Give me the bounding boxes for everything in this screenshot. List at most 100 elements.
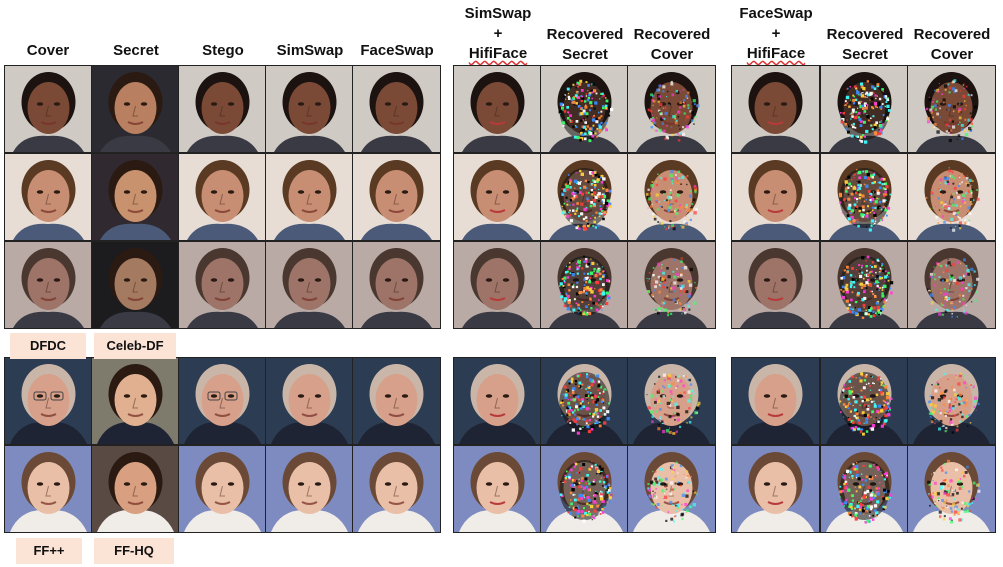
header-recovered-secret-2: Recovered Secret <box>821 25 909 65</box>
image-simswap-row-4 <box>265 357 354 445</box>
face-image <box>732 66 819 152</box>
face-image <box>628 154 715 240</box>
header-line: + <box>493 25 503 42</box>
image-secret-row-1 <box>91 65 180 153</box>
header-simswap-hififace: SimSwap + HifiFace <box>454 4 542 64</box>
face-image <box>92 242 179 328</box>
face-image <box>908 242 995 328</box>
dataset-tag-ffpp: FF++ <box>16 538 82 564</box>
image-recovered-secret-1-row-3 <box>540 241 629 329</box>
face-image <box>353 66 440 152</box>
header-line: HifiFace <box>468 45 528 62</box>
header-line: Secret <box>562 46 608 63</box>
face-image <box>821 66 908 152</box>
face-image <box>92 446 179 532</box>
face-image <box>92 154 179 240</box>
header-line: FaceSwap <box>739 5 813 22</box>
header-line: Cover <box>650 46 694 63</box>
image-recovered-secret-2-row-3 <box>820 241 909 329</box>
image-recovered-cover-2-row-3 <box>907 241 996 329</box>
image-simswap-hififace-row-2 <box>453 153 542 241</box>
face-image <box>908 154 995 240</box>
image-faceswap-hififace-row-1 <box>731 65 820 153</box>
image-secret-row-2 <box>91 153 180 241</box>
face-image <box>266 66 353 152</box>
face-image <box>821 242 908 328</box>
face-image <box>353 154 440 240</box>
header-faceswap-hififace: FaceSwap + HifiFace <box>732 4 820 64</box>
image-recovered-cover-1-row-5 <box>627 445 716 533</box>
image-stego-row-4 <box>178 357 267 445</box>
face-image <box>541 358 628 444</box>
face-image <box>541 242 628 328</box>
face-image <box>732 154 819 240</box>
image-stego-row-5 <box>178 445 267 533</box>
face-image <box>821 446 908 532</box>
dataset-tag-celeb-df: Celeb-DF <box>94 333 176 359</box>
header-recovered-cover-1: Recovered Cover <box>628 25 716 65</box>
image-simswap-hififace-row-1 <box>453 65 542 153</box>
header-line: HifiFace <box>746 45 806 62</box>
image-faceswap-hififace-row-3 <box>731 241 820 329</box>
header-faceswap: FaceSwap <box>360 42 434 59</box>
face-image <box>628 446 715 532</box>
face-image <box>454 446 541 532</box>
image-recovered-cover-2-row-1 <box>907 65 996 153</box>
image-simswap-row-5 <box>265 445 354 533</box>
face-image <box>541 446 628 532</box>
image-simswap-hififace-row-4 <box>453 357 542 445</box>
image-faceswap-row-3 <box>352 241 441 329</box>
image-recovered-secret-1-row-2 <box>540 153 629 241</box>
face-image <box>179 242 266 328</box>
image-recovered-secret-2-row-2 <box>820 153 909 241</box>
face-image <box>5 242 92 328</box>
face-image <box>821 154 908 240</box>
face-image <box>179 358 266 444</box>
image-recovered-cover-2-row-2 <box>907 153 996 241</box>
dataset-tag-dfdc: DFDC <box>10 333 86 359</box>
face-image <box>179 154 266 240</box>
face-image <box>353 242 440 328</box>
image-secret-row-5 <box>91 445 180 533</box>
face-image <box>5 446 92 532</box>
dataset-tag-ffhq: FF-HQ <box>94 538 174 564</box>
face-image <box>353 358 440 444</box>
header-line: Recovered <box>633 26 711 43</box>
image-faceswap-row-2 <box>352 153 441 241</box>
face-image <box>92 358 179 444</box>
image-recovered-secret-1-row-5 <box>540 445 629 533</box>
image-recovered-secret-2-row-5 <box>820 445 909 533</box>
header-cover: Cover <box>26 42 70 59</box>
header-line: Cover <box>930 46 974 63</box>
image-stego-row-1 <box>178 65 267 153</box>
face-image <box>908 446 995 532</box>
image-simswap-hififace-row-3 <box>453 241 542 329</box>
image-recovered-secret-1-row-1 <box>540 65 629 153</box>
face-image <box>266 154 353 240</box>
header-recovered-cover-2: Recovered Cover <box>908 25 996 65</box>
face-image <box>908 358 995 444</box>
image-cover-row-1 <box>4 65 93 153</box>
face-image <box>266 358 353 444</box>
image-secret-row-3 <box>91 241 180 329</box>
face-image <box>732 242 819 328</box>
header-simswap: SimSwap <box>276 42 344 59</box>
header-line: Secret <box>842 46 888 63</box>
header-line: Recovered <box>826 26 904 43</box>
image-recovered-cover-1-row-2 <box>627 153 716 241</box>
header-line: SimSwap <box>464 5 532 22</box>
image-cover-row-5 <box>4 445 93 533</box>
face-image <box>821 358 908 444</box>
image-faceswap-row-4 <box>352 357 441 445</box>
face-image <box>454 242 541 328</box>
image-recovered-secret-1-row-4 <box>540 357 629 445</box>
header-stego: Stego <box>202 42 244 59</box>
image-simswap-hififace-row-5 <box>453 445 542 533</box>
face-image <box>454 358 541 444</box>
face-image <box>179 66 266 152</box>
face-image <box>908 66 995 152</box>
face-image <box>92 66 179 152</box>
face-image <box>541 154 628 240</box>
face-image <box>732 446 819 532</box>
image-recovered-cover-1-row-3 <box>627 241 716 329</box>
